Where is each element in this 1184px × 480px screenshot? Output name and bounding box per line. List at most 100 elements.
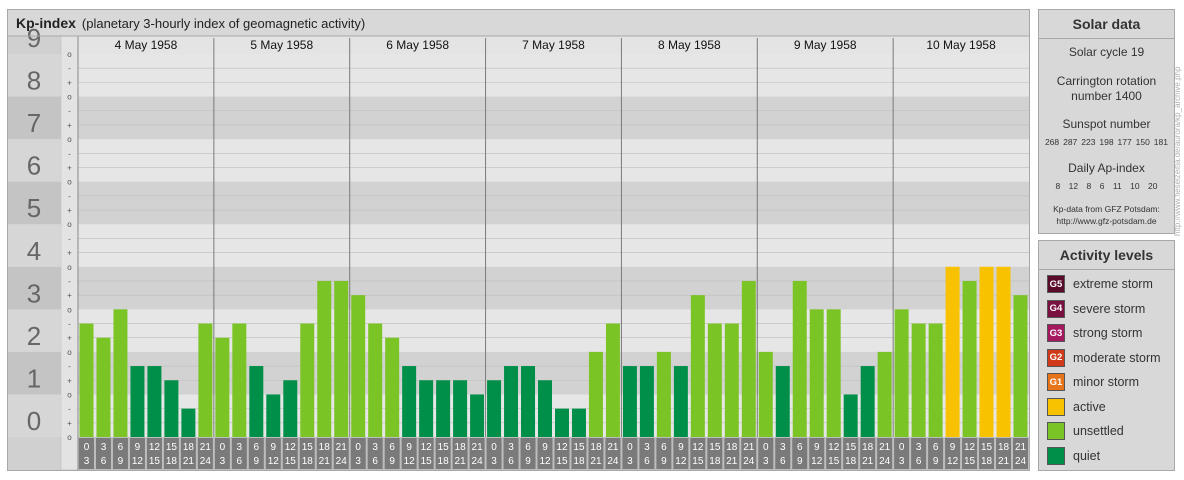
y-minor-tick-label: + bbox=[67, 249, 72, 258]
interval-cell bbox=[197, 438, 213, 469]
kp-bar bbox=[453, 380, 468, 437]
legend-swatch: G2 bbox=[1047, 348, 1065, 367]
legend-label: active bbox=[1073, 399, 1106, 414]
watermark: http://www.fieselzeitla.de/aurora/kp_arc… bbox=[1173, 66, 1182, 236]
interval-cell bbox=[537, 438, 553, 469]
interval-cell bbox=[129, 438, 145, 469]
kp-bar bbox=[113, 309, 128, 437]
kp-bar bbox=[571, 408, 586, 437]
y-minor-tick-label: o bbox=[67, 135, 72, 144]
interval-end-label: 15 bbox=[556, 456, 568, 467]
ap-index-label: Daily Ap-index bbox=[1068, 161, 1145, 175]
legend-item-severe-storm: G4 severe storm bbox=[1047, 299, 1145, 319]
interval-start-label: 0 bbox=[220, 442, 226, 453]
interval-end-label: 24 bbox=[1015, 456, 1027, 467]
y-minor-tick-label: - bbox=[68, 320, 71, 329]
y-minor-tick-label: + bbox=[67, 78, 72, 87]
kp-bar bbox=[741, 280, 756, 437]
interval-end-label: 24 bbox=[879, 456, 891, 467]
kp-bar bbox=[130, 366, 145, 437]
interval-cell bbox=[911, 438, 927, 469]
interval-cell bbox=[79, 438, 94, 469]
interval-end-label: 12 bbox=[811, 456, 823, 467]
interval-start-label: 3 bbox=[237, 442, 243, 453]
kp-bar bbox=[860, 366, 875, 437]
interval-cell bbox=[503, 438, 519, 469]
interval-end-label: 6 bbox=[372, 456, 378, 467]
ap-value: 8 bbox=[1086, 181, 1092, 191]
interval-end-label: 6 bbox=[508, 456, 514, 467]
interval-end-label: 12 bbox=[404, 456, 416, 467]
y-minor-tick-label: + bbox=[67, 376, 72, 385]
y-minor-tick-label: + bbox=[67, 121, 72, 130]
kp-bar bbox=[673, 366, 688, 437]
legend-swatch bbox=[1047, 422, 1065, 440]
interval-end-label: 6 bbox=[916, 456, 922, 467]
interval-end-label: 12 bbox=[539, 456, 551, 467]
interval-end-label: 3 bbox=[355, 456, 361, 467]
interval-start-label: 0 bbox=[763, 442, 769, 453]
interval-end-label: 24 bbox=[607, 456, 619, 467]
credit-link[interactable]: http://www.gfz-potsdam.de bbox=[1056, 216, 1157, 226]
interval-start-label: 15 bbox=[438, 442, 450, 453]
kp-bar bbox=[198, 323, 213, 437]
legend-label: minor storm bbox=[1073, 375, 1139, 389]
interval-end-label: 24 bbox=[472, 456, 484, 467]
kp-bar bbox=[504, 366, 519, 437]
interval-start-label: 21 bbox=[200, 442, 212, 453]
legend-label: unsettled bbox=[1073, 424, 1124, 438]
interval-start-label: 0 bbox=[627, 442, 633, 453]
interval-end-label: 18 bbox=[981, 456, 993, 467]
sunspot-value: 223 bbox=[1081, 137, 1096, 147]
y-minor-tick-label: o bbox=[67, 220, 72, 229]
interval-start-label: 18 bbox=[455, 442, 467, 453]
sunspot-value: 181 bbox=[1153, 137, 1168, 147]
y-minor-tick-label: o bbox=[67, 390, 72, 399]
interval-end-label: 9 bbox=[797, 456, 803, 467]
interval-start-label: 0 bbox=[899, 442, 905, 453]
kp-bar bbox=[588, 351, 603, 437]
solar-data-panel: Solar data Solar cycle 19 Carrington rot… bbox=[1038, 9, 1175, 234]
interval-end-label: 15 bbox=[692, 456, 704, 467]
kp-band bbox=[78, 266, 1029, 310]
legend-swatch: G4 bbox=[1047, 299, 1065, 318]
kp-chart: 0123456789o+o-+o-+o-+o-+o-+o-+o-+o-+o-4 … bbox=[8, 23, 1029, 470]
interval-end-label: 15 bbox=[828, 456, 840, 467]
interval-end-label: 21 bbox=[862, 456, 874, 467]
kp-bar bbox=[283, 380, 298, 437]
interval-start-label: 18 bbox=[862, 442, 874, 453]
kp-bar bbox=[249, 366, 264, 437]
legend-label: severe storm bbox=[1073, 301, 1146, 316]
kp-bar bbox=[334, 280, 349, 437]
interval-cell bbox=[333, 438, 349, 469]
ap-value: 20 bbox=[1148, 181, 1158, 191]
interval-cell bbox=[418, 438, 434, 469]
y-minor-tick-label: + bbox=[67, 291, 72, 300]
kp-bar bbox=[605, 323, 620, 437]
kp-bar bbox=[826, 309, 841, 437]
interval-start-label: 3 bbox=[508, 442, 514, 453]
interval-start-label: 15 bbox=[166, 442, 178, 453]
interval-start-label: 6 bbox=[389, 442, 395, 453]
legend-label: strong storm bbox=[1073, 326, 1143, 340]
interval-cell bbox=[792, 438, 808, 469]
kp-bar bbox=[419, 380, 434, 437]
interval-end-label: 9 bbox=[389, 456, 395, 467]
interval-start-label: 18 bbox=[726, 442, 738, 453]
interval-cell bbox=[775, 438, 791, 469]
interval-end-label: 3 bbox=[763, 456, 769, 467]
ap-value: 12 bbox=[1068, 181, 1079, 191]
interval-cell bbox=[962, 438, 978, 469]
interval-start-label: 21 bbox=[879, 442, 891, 453]
interval-cell bbox=[622, 438, 638, 469]
interval-start-label: 12 bbox=[285, 442, 297, 453]
y-tick-label: 3 bbox=[27, 278, 41, 308]
chart-title: Kp-index bbox=[16, 15, 76, 31]
interval-end-label: 6 bbox=[101, 456, 107, 467]
interval-end-label: 21 bbox=[726, 456, 738, 467]
kp-bar bbox=[979, 266, 994, 437]
kp-bar bbox=[266, 394, 281, 437]
interval-cell bbox=[95, 438, 111, 469]
y-tick-label: 4 bbox=[27, 236, 41, 266]
kp-bar bbox=[402, 366, 417, 437]
